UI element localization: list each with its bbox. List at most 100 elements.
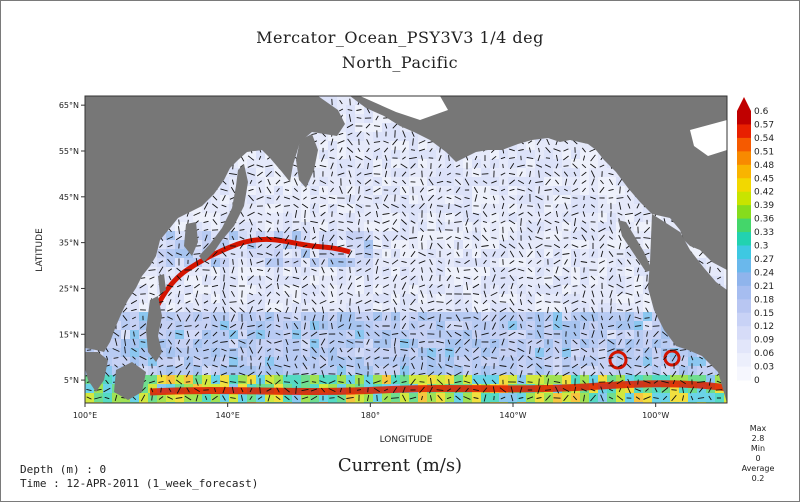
speed-cell <box>661 375 670 384</box>
speed-cell <box>355 366 364 375</box>
colorbar-label: 0.48 <box>754 161 774 171</box>
colorbar-overflow-arrow <box>737 97 751 111</box>
speed-cell <box>607 330 616 339</box>
speed-cell <box>715 267 724 276</box>
speed-cell <box>427 150 436 159</box>
speed-cell <box>274 348 283 357</box>
land-philippines <box>146 296 162 362</box>
speed-cell <box>553 213 562 222</box>
speed-cell <box>346 303 355 312</box>
speed-cell <box>391 303 400 312</box>
speed-cell <box>454 240 463 249</box>
speed-cell <box>157 339 166 348</box>
speed-cell <box>211 276 220 285</box>
speed-cell <box>562 141 571 150</box>
speed-cell <box>391 195 400 204</box>
speed-cell <box>400 168 409 177</box>
colorbar-swatch <box>737 339 751 354</box>
speed-cell <box>346 357 355 366</box>
speed-cell <box>265 168 274 177</box>
speed-cell <box>193 294 202 303</box>
speed-cell <box>337 96 346 105</box>
speed-cell <box>544 348 553 357</box>
speed-cell <box>634 267 643 276</box>
speed-cell <box>211 375 220 384</box>
speed-cell <box>346 339 355 348</box>
speed-cell <box>634 348 643 357</box>
speed-cell <box>238 348 247 357</box>
speed-cell <box>607 249 616 258</box>
speed-cell <box>436 159 445 168</box>
speed-cell <box>571 231 580 240</box>
avg-value: 0.2 <box>751 474 765 483</box>
colorbar-label: 0.12 <box>754 322 774 332</box>
speed-cell <box>139 294 148 303</box>
speed-cell <box>301 276 310 285</box>
speed-cell <box>373 348 382 357</box>
speed-cell <box>103 348 112 357</box>
speed-cell <box>301 294 310 303</box>
speed-cell <box>382 276 391 285</box>
speed-cell <box>211 285 220 294</box>
speed-cell <box>526 285 535 294</box>
speed-cell <box>166 276 175 285</box>
speed-cell <box>229 249 238 258</box>
speed-cell <box>229 330 238 339</box>
speed-cell <box>643 330 652 339</box>
speed-cell <box>166 249 175 258</box>
speed-cell <box>580 195 589 204</box>
equatorial-current <box>149 380 727 396</box>
speed-cell <box>373 141 382 150</box>
speed-cell <box>355 339 364 348</box>
speed-cell <box>535 276 544 285</box>
speed-cell <box>571 141 580 150</box>
speed-cell <box>616 375 625 384</box>
speed-cell <box>400 375 409 384</box>
speed-cell <box>409 258 418 267</box>
speed-cell <box>391 123 400 132</box>
speed-cell <box>274 294 283 303</box>
speed-cell <box>409 204 418 213</box>
speed-cell <box>247 366 256 375</box>
colorbar-swatch <box>737 191 751 206</box>
speed-cell <box>346 177 355 186</box>
speed-cell <box>175 375 184 384</box>
speed-cell <box>328 141 337 150</box>
colorbar-label: 0.27 <box>754 255 774 265</box>
speed-cell <box>292 393 301 402</box>
speed-cell <box>499 204 508 213</box>
speed-cell <box>535 159 544 168</box>
speed-cell <box>139 357 148 366</box>
speed-cell <box>436 240 445 249</box>
speed-cell <box>544 285 553 294</box>
speed-cell <box>247 249 256 258</box>
speed-cell <box>535 204 544 213</box>
speed-cell <box>256 150 265 159</box>
speed-cell <box>130 348 139 357</box>
speed-cell <box>382 366 391 375</box>
speed-cell <box>445 222 454 231</box>
speed-cell <box>643 375 652 384</box>
speed-cell <box>229 366 238 375</box>
speed-cell <box>454 195 463 204</box>
speed-cell <box>553 168 562 177</box>
speed-cell <box>193 267 202 276</box>
speed-cell <box>409 312 418 321</box>
speed-cell <box>409 339 418 348</box>
speed-cell <box>337 231 346 240</box>
speed-cell <box>598 366 607 375</box>
speed-cell <box>319 303 328 312</box>
speed-cell <box>202 303 211 312</box>
speed-cell <box>229 168 238 177</box>
speed-cell <box>355 177 364 186</box>
lat-tick-label: 35°N <box>59 239 79 248</box>
speed-cell <box>652 366 661 375</box>
speed-cell <box>229 303 238 312</box>
speed-cell <box>85 384 94 393</box>
speed-cell <box>436 321 445 330</box>
speed-cell <box>274 285 283 294</box>
speed-cell <box>625 186 634 195</box>
speed-cell <box>193 303 202 312</box>
speed-cell <box>499 213 508 222</box>
speed-cell <box>292 222 301 231</box>
